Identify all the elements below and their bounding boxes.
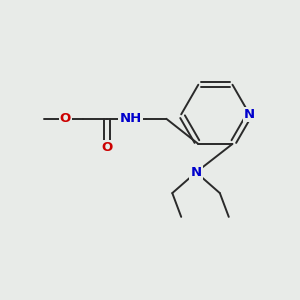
Text: N: N [244,108,255,121]
Text: O: O [101,141,112,154]
Text: NH: NH [120,112,142,125]
Text: N: N [190,166,202,179]
Text: O: O [60,112,71,125]
